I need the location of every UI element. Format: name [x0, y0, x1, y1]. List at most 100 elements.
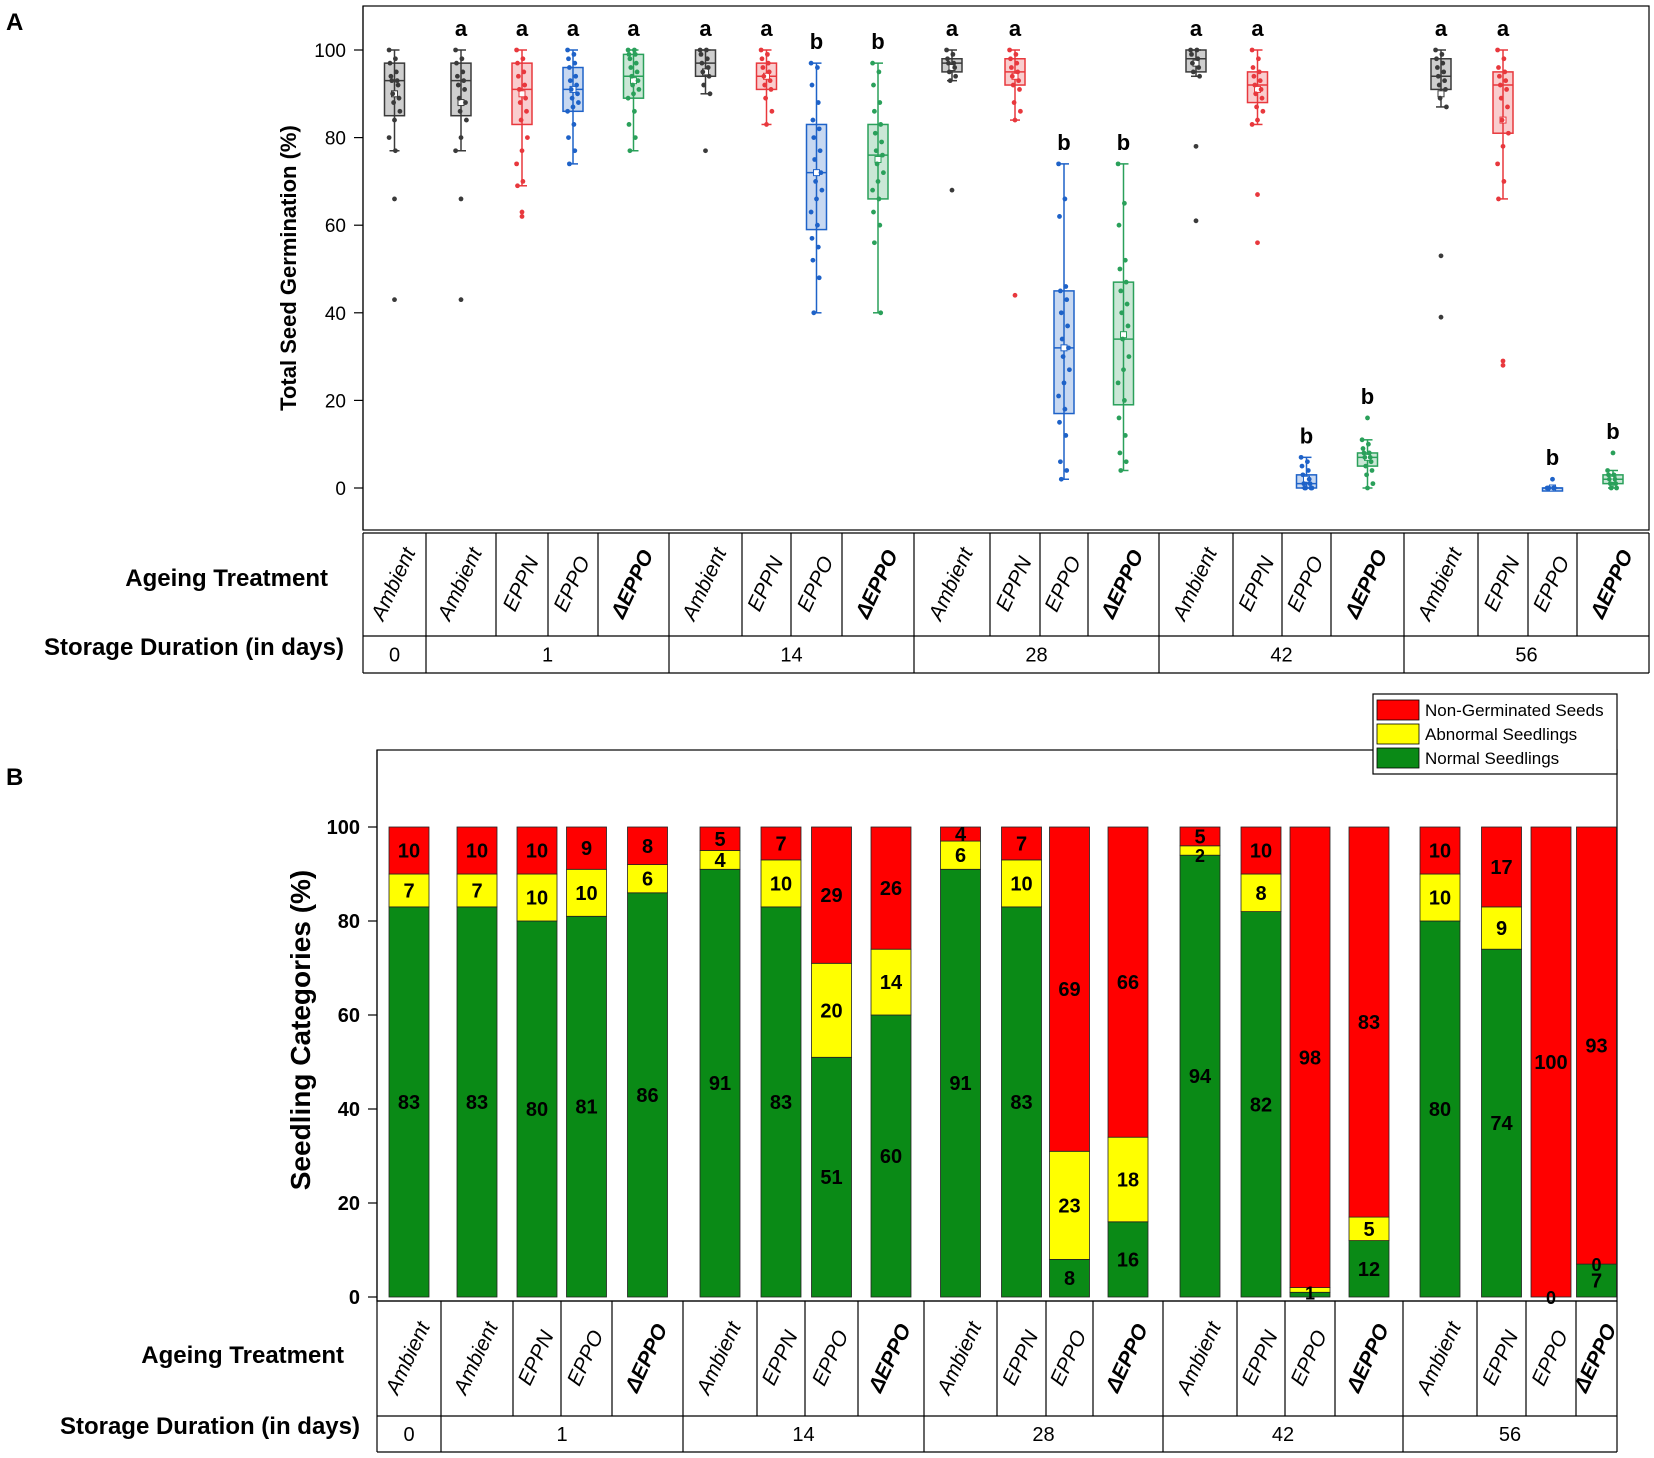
data-point	[391, 100, 396, 105]
stacked-bar-eppo-day-56: 0 100	[1530, 826, 1572, 1308]
normal-segment	[1049, 1259, 1090, 1298]
data-point	[1196, 65, 1202, 70]
data-point	[566, 135, 571, 141]
storage-duration-label: 14	[792, 1424, 814, 1446]
data-point	[626, 122, 632, 127]
mean-marker	[1060, 344, 1068, 352]
data-point	[1122, 398, 1127, 403]
data-point	[1257, 78, 1263, 84]
data-point	[1362, 454, 1368, 460]
data-point	[1249, 47, 1255, 53]
significance-letter: a	[516, 16, 529, 41]
nongerm-value-label: 29	[820, 885, 842, 907]
data-point	[1197, 73, 1202, 79]
significance-letter: a	[627, 16, 640, 41]
nongerm-segment	[1289, 826, 1331, 1289]
treatment-label: EPPN	[514, 1327, 559, 1389]
data-point	[1259, 95, 1265, 101]
panel-a-plot-area: a a a a a a b b a a b b a a b b a a b b	[383, 16, 1624, 492]
data-point	[453, 47, 458, 53]
data-point	[1255, 117, 1260, 123]
data-point	[1607, 476, 1612, 482]
data-point	[523, 95, 528, 101]
data-point	[630, 82, 635, 88]
data-point	[1063, 284, 1069, 289]
treatment-label: EPPO	[1046, 1327, 1092, 1390]
stacked-bar-delta-eppo-day-56: 70 93	[1576, 826, 1617, 1298]
data-point	[524, 108, 529, 114]
data-point	[871, 209, 876, 215]
data-point	[1433, 47, 1438, 53]
data-point	[566, 56, 571, 62]
normal-value-label: 60	[880, 1146, 902, 1168]
box-ambient-day-0	[383, 47, 406, 303]
box-eppn-day-28: a	[1004, 16, 1026, 298]
data-point	[395, 82, 401, 88]
data-point	[808, 209, 814, 215]
significance-letter: a	[699, 16, 712, 41]
data-point	[765, 60, 771, 66]
data-point	[1012, 117, 1018, 123]
nongerm-value-label: 10	[1250, 841, 1272, 863]
data-point	[1436, 82, 1442, 88]
significance-letter: b	[1606, 419, 1619, 444]
normal-segment	[516, 920, 558, 1298]
nongerm-value-label: 93	[1585, 1036, 1607, 1058]
box-delta-eppo-day-1: a	[622, 16, 645, 154]
data-point	[1067, 367, 1072, 373]
data-point	[698, 51, 704, 57]
panel-a-duration-row-label: Storage Duration (in days)	[44, 634, 344, 661]
outlier-point	[1255, 192, 1260, 197]
normal-segment	[1179, 854, 1221, 1298]
treatment-label: EPPO	[563, 1327, 609, 1390]
nongerm-value-label: 7	[1016, 833, 1027, 855]
normal-segment	[1107, 1221, 1149, 1298]
significance-letter: b	[1117, 130, 1130, 155]
abnormal-segment	[516, 873, 558, 922]
data-point	[392, 117, 397, 123]
abnormal-value-label: 23	[1058, 1195, 1080, 1217]
nongerm-value-label: 69	[1058, 979, 1080, 1001]
normal-segment	[870, 1014, 912, 1298]
data-point	[1612, 476, 1618, 482]
data-point	[631, 91, 636, 97]
storage-duration-label: 14	[780, 645, 802, 667]
data-point	[878, 310, 884, 316]
data-point	[1369, 468, 1375, 473]
data-point	[704, 56, 710, 62]
data-point	[1195, 56, 1201, 62]
data-point	[818, 170, 824, 176]
data-point	[1370, 481, 1376, 487]
data-point	[1497, 73, 1502, 79]
data-point	[1305, 468, 1311, 473]
nongerm-segment	[1419, 826, 1461, 875]
data-point	[1064, 468, 1070, 473]
outlier-point	[1500, 362, 1506, 368]
data-point	[1115, 161, 1121, 167]
data-point	[947, 78, 953, 84]
abnormal-value-label: 9	[1496, 918, 1507, 940]
data-point	[1256, 56, 1261, 62]
data-point	[571, 51, 577, 57]
box-ambient-day-28: a	[941, 16, 963, 193]
normal-segment	[1001, 906, 1042, 1298]
abnormal-value-label: 10	[1429, 888, 1451, 910]
panel-a-ylabel: Total Seed Germination (%)	[276, 125, 301, 411]
data-point	[518, 117, 524, 123]
normal-segment	[699, 868, 741, 1298]
nongerm-value-label: 5	[714, 829, 725, 851]
data-point	[1062, 196, 1068, 202]
data-point	[1504, 87, 1509, 92]
significance-letter: a	[455, 16, 468, 41]
data-point	[1117, 450, 1123, 456]
data-point	[514, 161, 519, 167]
nongerm-value-label: 10	[1429, 841, 1451, 863]
data-point	[1122, 200, 1127, 206]
data-point	[811, 310, 817, 316]
treatment-label: Ambient	[932, 1317, 987, 1399]
data-point	[1306, 476, 1312, 482]
treatment-label: ΔEPPO	[1340, 546, 1392, 622]
stacked-bar-ambient-day-14: 91 45	[699, 826, 741, 1298]
panel-b-ylabel: Seedling Categories (%)	[285, 870, 316, 1191]
